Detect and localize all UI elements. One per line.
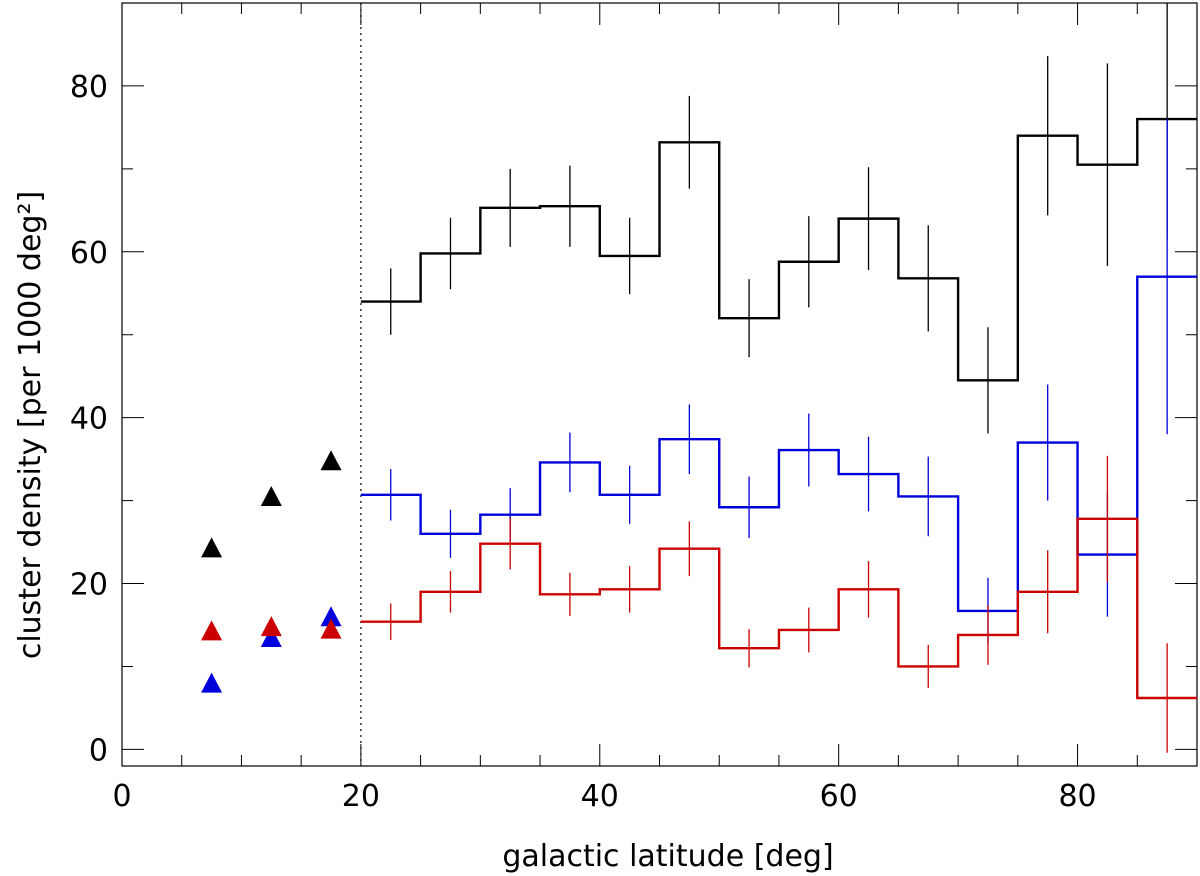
triangle-marker <box>201 537 223 558</box>
tick-labels: 0 20 40 60 80 0 20 40 60 80 <box>70 70 1097 814</box>
x-tick-label: 40 <box>581 779 619 814</box>
triangle-marker <box>201 672 223 693</box>
series-step-line <box>360 517 1197 700</box>
x-tick-label: 0 <box>112 779 131 814</box>
series-step-line <box>360 117 1197 382</box>
plot-frame <box>121 2 1198 767</box>
triangle-marker <box>320 606 342 627</box>
series-1 <box>360 119 1197 645</box>
series-group <box>360 3 1197 753</box>
low-latitude-markers <box>201 450 342 693</box>
y-axis-title: cluster density [per 1000 deg²] <box>13 191 48 659</box>
axes-frame <box>121 2 1198 767</box>
x-axis-title: galactic latitude [deg] <box>502 839 833 874</box>
triangle-marker <box>260 616 282 637</box>
x-tick-label: 80 <box>1058 779 1096 814</box>
triangle-marker <box>260 626 282 647</box>
x-tick-label: 20 <box>342 779 380 814</box>
triangle-marker <box>320 618 342 639</box>
axis-ticks <box>121 2 1198 766</box>
series-step-line <box>360 275 1197 613</box>
series-0 <box>360 3 1197 434</box>
y-tick-label: 40 <box>70 402 108 437</box>
series-2 <box>360 455 1197 753</box>
x-tick-label: 60 <box>820 779 858 814</box>
triangle-marker <box>201 620 223 641</box>
triangle-marker <box>260 485 282 506</box>
y-tick-label: 80 <box>70 70 108 105</box>
triangle-marker <box>320 450 342 471</box>
y-tick-label: 0 <box>89 733 108 768</box>
y-tick-label: 20 <box>70 568 108 603</box>
y-tick-label: 60 <box>70 236 108 271</box>
